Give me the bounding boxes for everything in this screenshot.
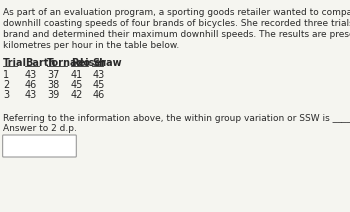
- Text: Referring to the information above, the within group variation or SSW is _______: Referring to the information above, the …: [3, 114, 350, 123]
- Text: As part of an evaluation program, a sporting goods retailer wanted to compare th: As part of an evaluation program, a spor…: [3, 8, 350, 17]
- Text: Answer to 2 d.p.: Answer to 2 d.p.: [3, 124, 77, 133]
- Text: 43: 43: [25, 90, 37, 100]
- Text: 46: 46: [92, 90, 104, 100]
- Text: Tornado: Tornado: [47, 58, 91, 68]
- Text: 45: 45: [92, 80, 104, 90]
- Text: 37: 37: [47, 70, 60, 80]
- FancyBboxPatch shape: [3, 135, 76, 157]
- Text: 1: 1: [3, 70, 9, 80]
- Text: 2: 2: [3, 80, 9, 90]
- Text: Trial: Trial: [3, 58, 27, 68]
- Text: 46: 46: [25, 80, 37, 90]
- Text: Shaw: Shaw: [92, 58, 122, 68]
- Text: kilometres per hour in the table below.: kilometres per hour in the table below.: [3, 41, 180, 50]
- Text: 43: 43: [25, 70, 37, 80]
- Text: 3: 3: [3, 90, 9, 100]
- Text: Reiser: Reiser: [71, 58, 106, 68]
- Text: 43: 43: [92, 70, 104, 80]
- Text: Barth: Barth: [25, 58, 55, 68]
- Text: 39: 39: [47, 90, 60, 100]
- Text: 38: 38: [47, 80, 60, 90]
- Text: 45: 45: [71, 80, 83, 90]
- Text: 42: 42: [71, 90, 83, 100]
- Text: downhill coasting speeds of four brands of bicycles. She recorded three trials o: downhill coasting speeds of four brands …: [3, 19, 350, 28]
- Text: 41: 41: [71, 70, 83, 80]
- Text: brand and determined their maximum downhill speeds. The results are presented in: brand and determined their maximum downh…: [3, 30, 350, 39]
